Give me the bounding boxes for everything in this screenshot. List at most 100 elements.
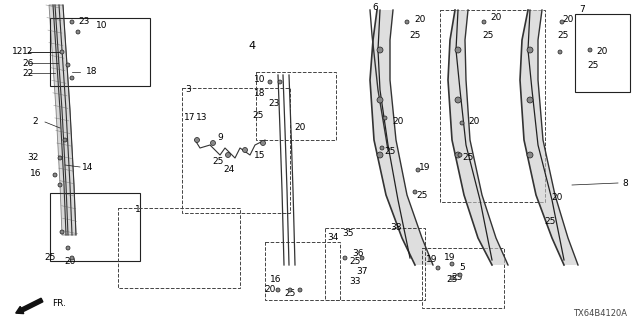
Circle shape bbox=[458, 273, 462, 277]
Text: 19: 19 bbox=[444, 253, 456, 262]
Bar bbox=[182, 88, 290, 213]
Text: 20: 20 bbox=[490, 13, 502, 22]
Text: 2: 2 bbox=[32, 117, 38, 126]
Text: 25: 25 bbox=[252, 110, 264, 119]
Circle shape bbox=[70, 256, 74, 260]
Text: 20: 20 bbox=[264, 285, 276, 294]
Text: 25: 25 bbox=[462, 154, 474, 163]
Circle shape bbox=[268, 80, 272, 84]
Text: 25: 25 bbox=[410, 30, 420, 39]
Circle shape bbox=[260, 140, 266, 146]
Text: 33: 33 bbox=[349, 277, 361, 286]
Text: 10: 10 bbox=[96, 20, 108, 29]
Circle shape bbox=[60, 230, 64, 234]
Text: 25: 25 bbox=[451, 273, 463, 282]
Circle shape bbox=[60, 50, 64, 54]
Circle shape bbox=[66, 246, 70, 250]
Text: 12: 12 bbox=[12, 47, 24, 57]
Text: 19: 19 bbox=[426, 255, 438, 265]
Text: 25: 25 bbox=[557, 30, 569, 39]
Circle shape bbox=[377, 97, 383, 103]
Text: 3: 3 bbox=[185, 85, 191, 94]
Polygon shape bbox=[520, 10, 578, 265]
Text: 25: 25 bbox=[284, 289, 296, 298]
Text: 10: 10 bbox=[254, 76, 266, 84]
Circle shape bbox=[527, 152, 533, 158]
Text: 25: 25 bbox=[349, 258, 361, 267]
Circle shape bbox=[53, 173, 57, 177]
Circle shape bbox=[278, 80, 282, 84]
Text: 18: 18 bbox=[86, 68, 98, 76]
Text: 16: 16 bbox=[270, 276, 282, 284]
Circle shape bbox=[416, 168, 420, 172]
Circle shape bbox=[527, 97, 533, 103]
Polygon shape bbox=[370, 10, 433, 265]
Text: 15: 15 bbox=[254, 150, 266, 159]
Text: 6: 6 bbox=[372, 3, 378, 12]
Bar bbox=[256, 72, 336, 140]
Text: 8: 8 bbox=[622, 179, 628, 188]
Text: 20: 20 bbox=[551, 194, 563, 203]
Bar bbox=[118, 208, 240, 288]
Text: TX64B4120A: TX64B4120A bbox=[573, 308, 627, 317]
Polygon shape bbox=[448, 10, 508, 265]
Circle shape bbox=[380, 146, 384, 150]
Circle shape bbox=[588, 48, 592, 52]
Text: 20: 20 bbox=[294, 124, 306, 132]
Circle shape bbox=[243, 148, 248, 153]
Circle shape bbox=[63, 138, 67, 142]
Text: 25: 25 bbox=[544, 218, 556, 227]
Circle shape bbox=[58, 156, 62, 160]
Text: 20: 20 bbox=[563, 15, 573, 25]
Bar bbox=[50, 18, 150, 86]
Bar bbox=[265, 242, 340, 300]
Circle shape bbox=[450, 262, 454, 266]
Circle shape bbox=[558, 50, 562, 54]
Text: 36: 36 bbox=[352, 249, 364, 258]
Bar bbox=[575, 14, 630, 92]
Text: 25: 25 bbox=[446, 276, 458, 284]
Text: 20: 20 bbox=[392, 117, 404, 126]
Text: 20: 20 bbox=[596, 47, 608, 57]
FancyArrow shape bbox=[16, 298, 43, 314]
Circle shape bbox=[343, 256, 347, 260]
Circle shape bbox=[458, 153, 462, 157]
Text: 19: 19 bbox=[419, 164, 431, 172]
Text: 35: 35 bbox=[342, 228, 354, 237]
Text: 16: 16 bbox=[30, 170, 42, 179]
Text: 18: 18 bbox=[254, 89, 266, 98]
Text: 13: 13 bbox=[196, 114, 208, 123]
Circle shape bbox=[360, 256, 364, 260]
Circle shape bbox=[455, 97, 461, 103]
Text: 24: 24 bbox=[223, 165, 235, 174]
Text: 23: 23 bbox=[78, 18, 90, 27]
Text: 22: 22 bbox=[22, 68, 34, 77]
Circle shape bbox=[276, 288, 280, 292]
Text: 12: 12 bbox=[22, 47, 34, 57]
Text: 5: 5 bbox=[459, 263, 465, 273]
Text: 7: 7 bbox=[579, 5, 585, 14]
Text: 32: 32 bbox=[28, 154, 38, 163]
Text: 20: 20 bbox=[414, 15, 426, 25]
Text: 25: 25 bbox=[588, 60, 598, 69]
Circle shape bbox=[70, 76, 74, 80]
Text: 37: 37 bbox=[356, 268, 368, 276]
Text: 23: 23 bbox=[268, 99, 280, 108]
Circle shape bbox=[460, 121, 464, 125]
Text: 4: 4 bbox=[248, 41, 255, 51]
Text: 34: 34 bbox=[327, 234, 339, 243]
Circle shape bbox=[436, 266, 440, 270]
Bar bbox=[440, 10, 545, 202]
Text: 9: 9 bbox=[217, 132, 223, 141]
Circle shape bbox=[413, 190, 417, 194]
Circle shape bbox=[383, 116, 387, 120]
Bar bbox=[422, 248, 504, 308]
Text: 38: 38 bbox=[390, 223, 402, 233]
Circle shape bbox=[377, 152, 383, 158]
Text: 1: 1 bbox=[135, 205, 141, 214]
Text: 26: 26 bbox=[22, 59, 34, 68]
Circle shape bbox=[76, 30, 80, 34]
Polygon shape bbox=[49, 5, 76, 235]
Circle shape bbox=[527, 47, 533, 53]
Text: FR.: FR. bbox=[52, 299, 66, 308]
